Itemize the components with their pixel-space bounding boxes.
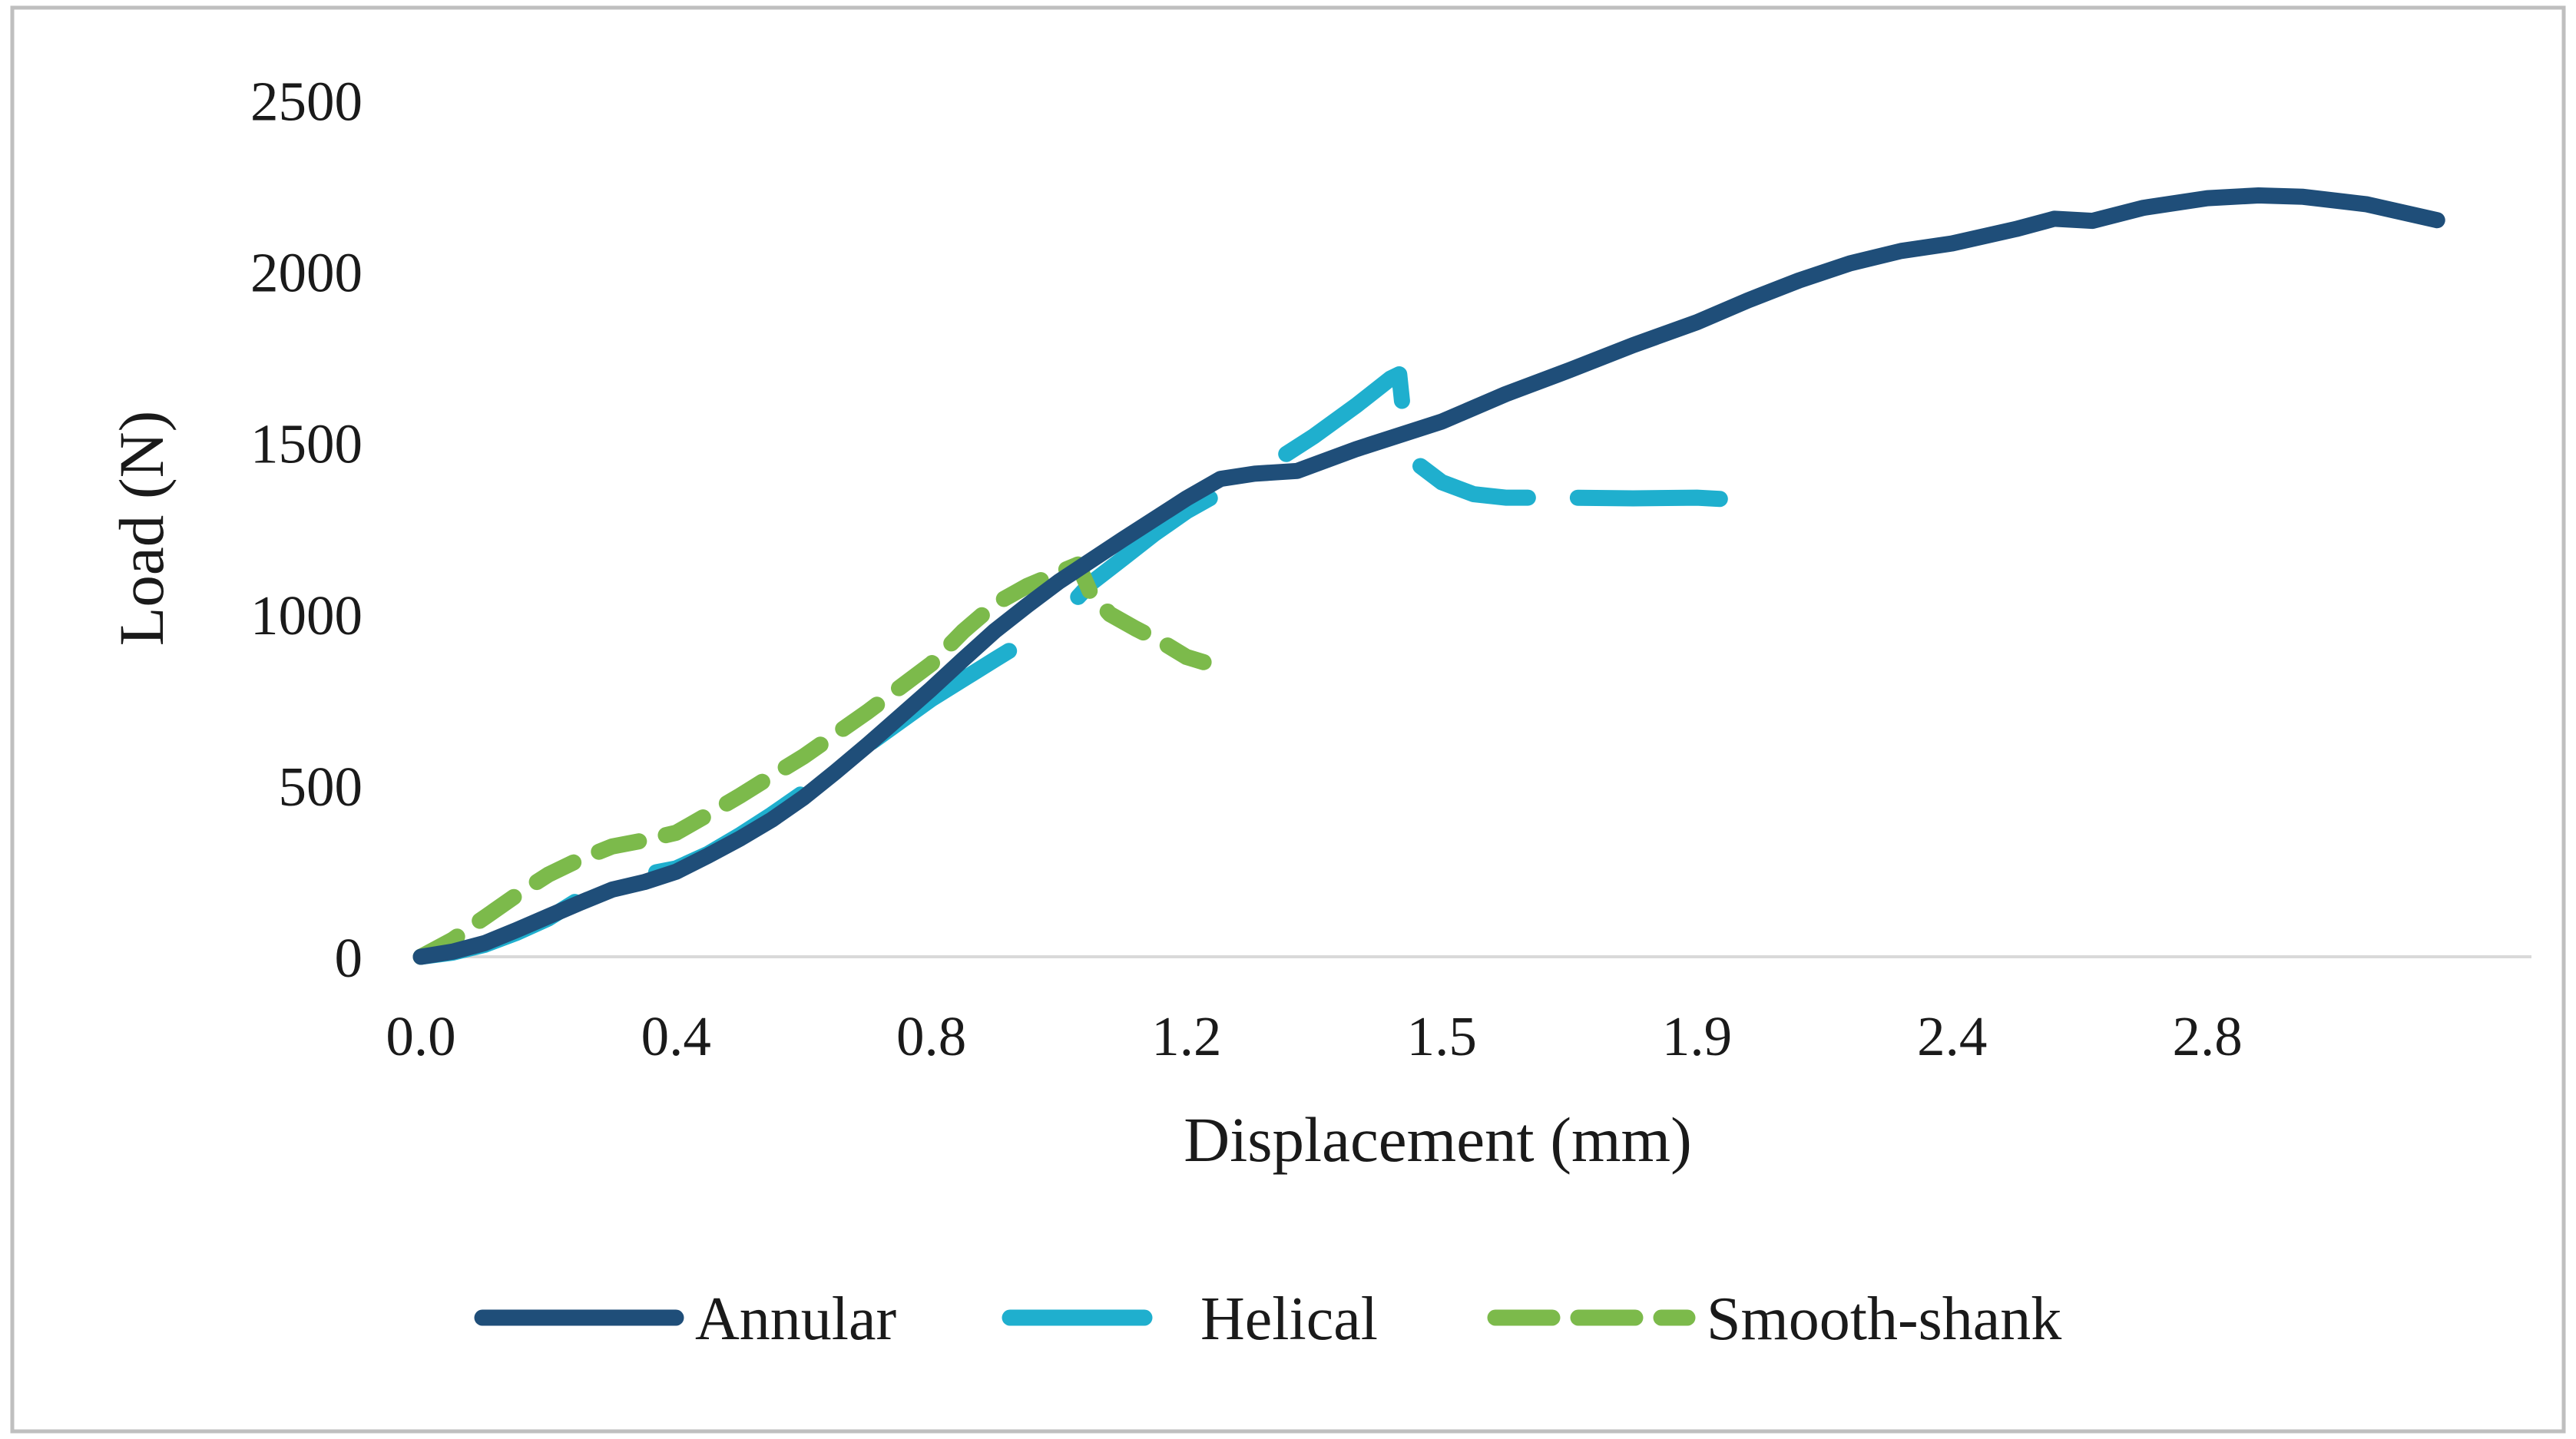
x-tick-label: 0.0	[386, 1005, 455, 1067]
y-tick-label: 2500	[250, 71, 363, 133]
legend-item-smooth-shank: Smooth-shank	[1487, 1285, 2061, 1353]
y-axis-title: Load (N)	[106, 411, 177, 647]
legend-item-annular: Annular	[474, 1285, 896, 1353]
y-tick-label: 0	[335, 927, 363, 989]
chart-legend: Annular Helical Smooth-shank	[474, 1285, 2061, 1353]
legend-label-helical: Helical	[1200, 1285, 1378, 1353]
x-tick-label: 2.4	[1917, 1005, 1987, 1067]
x-tick-label: 1.9	[1662, 1005, 1732, 1067]
y-tick-label: 500	[279, 756, 363, 818]
y-tick-label: 2000	[250, 242, 363, 304]
y-tick-label: 1000	[250, 584, 363, 647]
x-tick-label: 2.8	[2172, 1005, 2242, 1067]
x-tick-label: 1.5	[1407, 1005, 1477, 1067]
x-tick-label: 0.4	[641, 1005, 711, 1067]
x-axis-title: Displacement (mm)	[1184, 1104, 1692, 1175]
series-line-smooth-shank	[412, 556, 1212, 965]
x-tick-label: 0.8	[896, 1005, 966, 1067]
figure-border	[10, 5, 2566, 1434]
y-axis-tick-labels: 0 500 1000 1500 2000 2500	[250, 71, 363, 990]
x-axis-tick-labels: 0.0 0.4 0.8 1.2 1.5 1.9 2.4 2.8	[386, 1005, 2242, 1067]
legend-item-helical: Helical	[1002, 1285, 1378, 1353]
series-line-helical	[1412, 458, 1782, 510]
series-line-annular	[412, 187, 2445, 965]
x-tick-label: 1.2	[1151, 1005, 1221, 1067]
y-tick-label: 1500	[250, 413, 363, 475]
legend-label-annular: Annular	[695, 1285, 896, 1353]
series-curves	[412, 187, 2445, 965]
legend-label-smooth-shank: Smooth-shank	[1707, 1285, 2061, 1353]
